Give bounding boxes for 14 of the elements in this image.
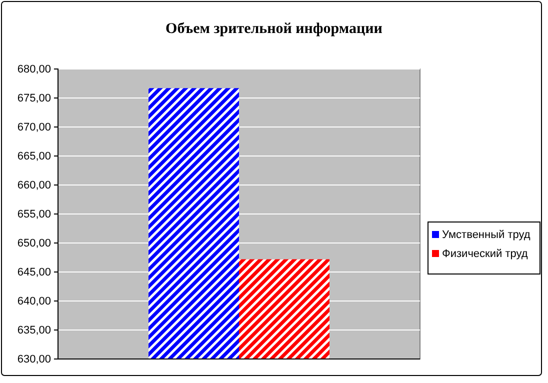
chart-title: Объем зрительной информации — [166, 21, 383, 37]
y-tick-label: 660,00 — [17, 180, 51, 192]
y-tick-label: 635,00 — [17, 324, 51, 337]
y-tick-label: 655,00 — [17, 208, 51, 221]
y-tick-label: 645,00 — [17, 266, 51, 279]
y-tick-label: 675,00 — [17, 92, 51, 105]
legend-label: Физический труд — [442, 248, 528, 260]
y-tick-label: 630,00 — [17, 354, 51, 366]
legend-label: Умственный труд — [442, 229, 531, 241]
y-tick-label: 665,00 — [17, 150, 51, 163]
y-tick-label: 650,00 — [17, 238, 51, 250]
y-tick-label: 680,00 — [17, 64, 51, 76]
y-tick-label: 670,00 — [17, 122, 51, 134]
y-tick-label: 640,00 — [17, 296, 51, 308]
